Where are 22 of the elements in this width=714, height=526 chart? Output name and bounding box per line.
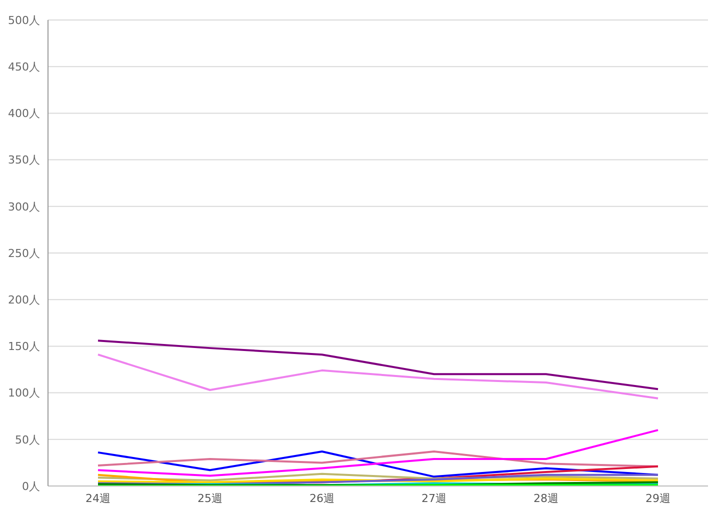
x-tick-label: 26週	[310, 492, 334, 505]
y-tick-label: 400人	[8, 107, 40, 120]
y-tick-label: 350人	[8, 154, 40, 167]
y-tick-label: 100人	[8, 386, 40, 400]
y-tick-label: 300人	[8, 200, 40, 214]
line-series	[97, 472, 659, 482]
y-tick-label: 0人	[22, 480, 40, 493]
line-series	[97, 429, 659, 477]
x-tick-label: 29週	[646, 492, 670, 505]
line-series	[97, 354, 659, 400]
x-tick-label: 27週	[422, 492, 446, 505]
y-tick-label: 50人	[15, 433, 40, 446]
line-series	[97, 340, 659, 390]
y-tick-label: 150人	[8, 340, 40, 354]
y-tick-label: 500人	[8, 14, 40, 27]
line-series	[97, 450, 659, 478]
x-tick-label: 25週	[198, 492, 222, 505]
x-tick-label: 28週	[534, 492, 558, 505]
y-tick-label: 450人	[8, 60, 40, 74]
x-tick-label: 24週	[86, 492, 110, 505]
y-tick-label: 250人	[8, 246, 40, 260]
y-tick-label: 200人	[8, 294, 40, 307]
